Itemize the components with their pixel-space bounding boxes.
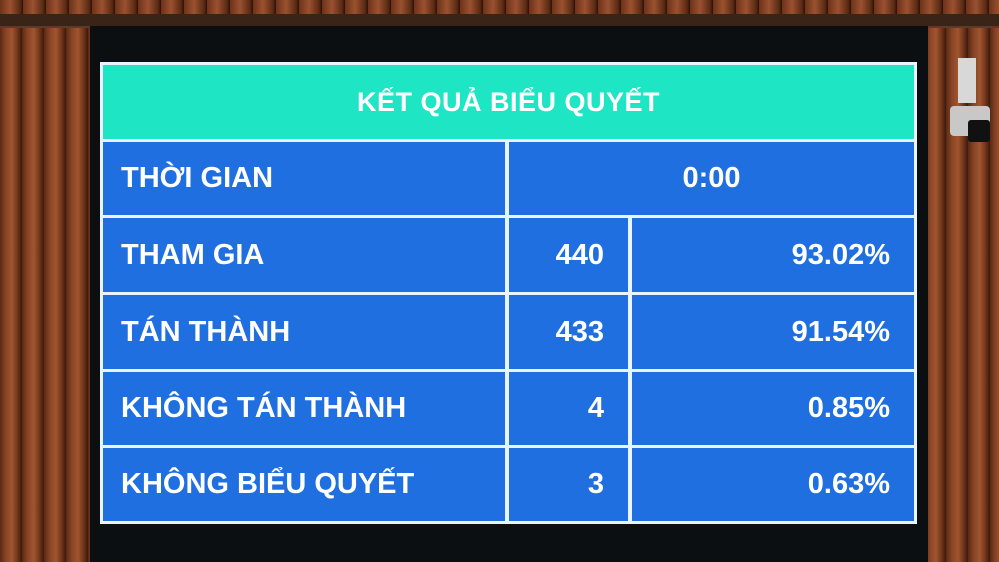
row-count: 440 [509,218,628,292]
row-count: 4 [509,372,628,445]
row-count: 3 [509,448,628,521]
security-camera [950,58,990,148]
time-value: 0:00 [509,142,914,215]
row-label: KHÔNG BIỂU QUYẾT [103,448,505,521]
board-title: KẾT QUẢ BIỂU QUYẾT [103,65,914,139]
row-percent: 91.54% [632,295,914,369]
voting-results-board: KẾT QUẢ BIỂU QUYẾT THỜI GIAN 0:00 THAM G… [100,62,917,524]
row-label: KHÔNG TÁN THÀNH [103,372,505,445]
row-percent: 93.02% [632,218,914,292]
row-percent: 0.85% [632,372,914,445]
time-label: THỜI GIAN [103,142,505,215]
row-percent: 0.63% [632,448,914,521]
row-count: 433 [509,295,628,369]
camera-lens-icon [968,120,990,142]
wood-wall-top [0,0,999,16]
row-label: THAM GIA [103,218,505,292]
row-label: TÁN THÀNH [103,295,505,369]
camera-mount [958,58,976,103]
